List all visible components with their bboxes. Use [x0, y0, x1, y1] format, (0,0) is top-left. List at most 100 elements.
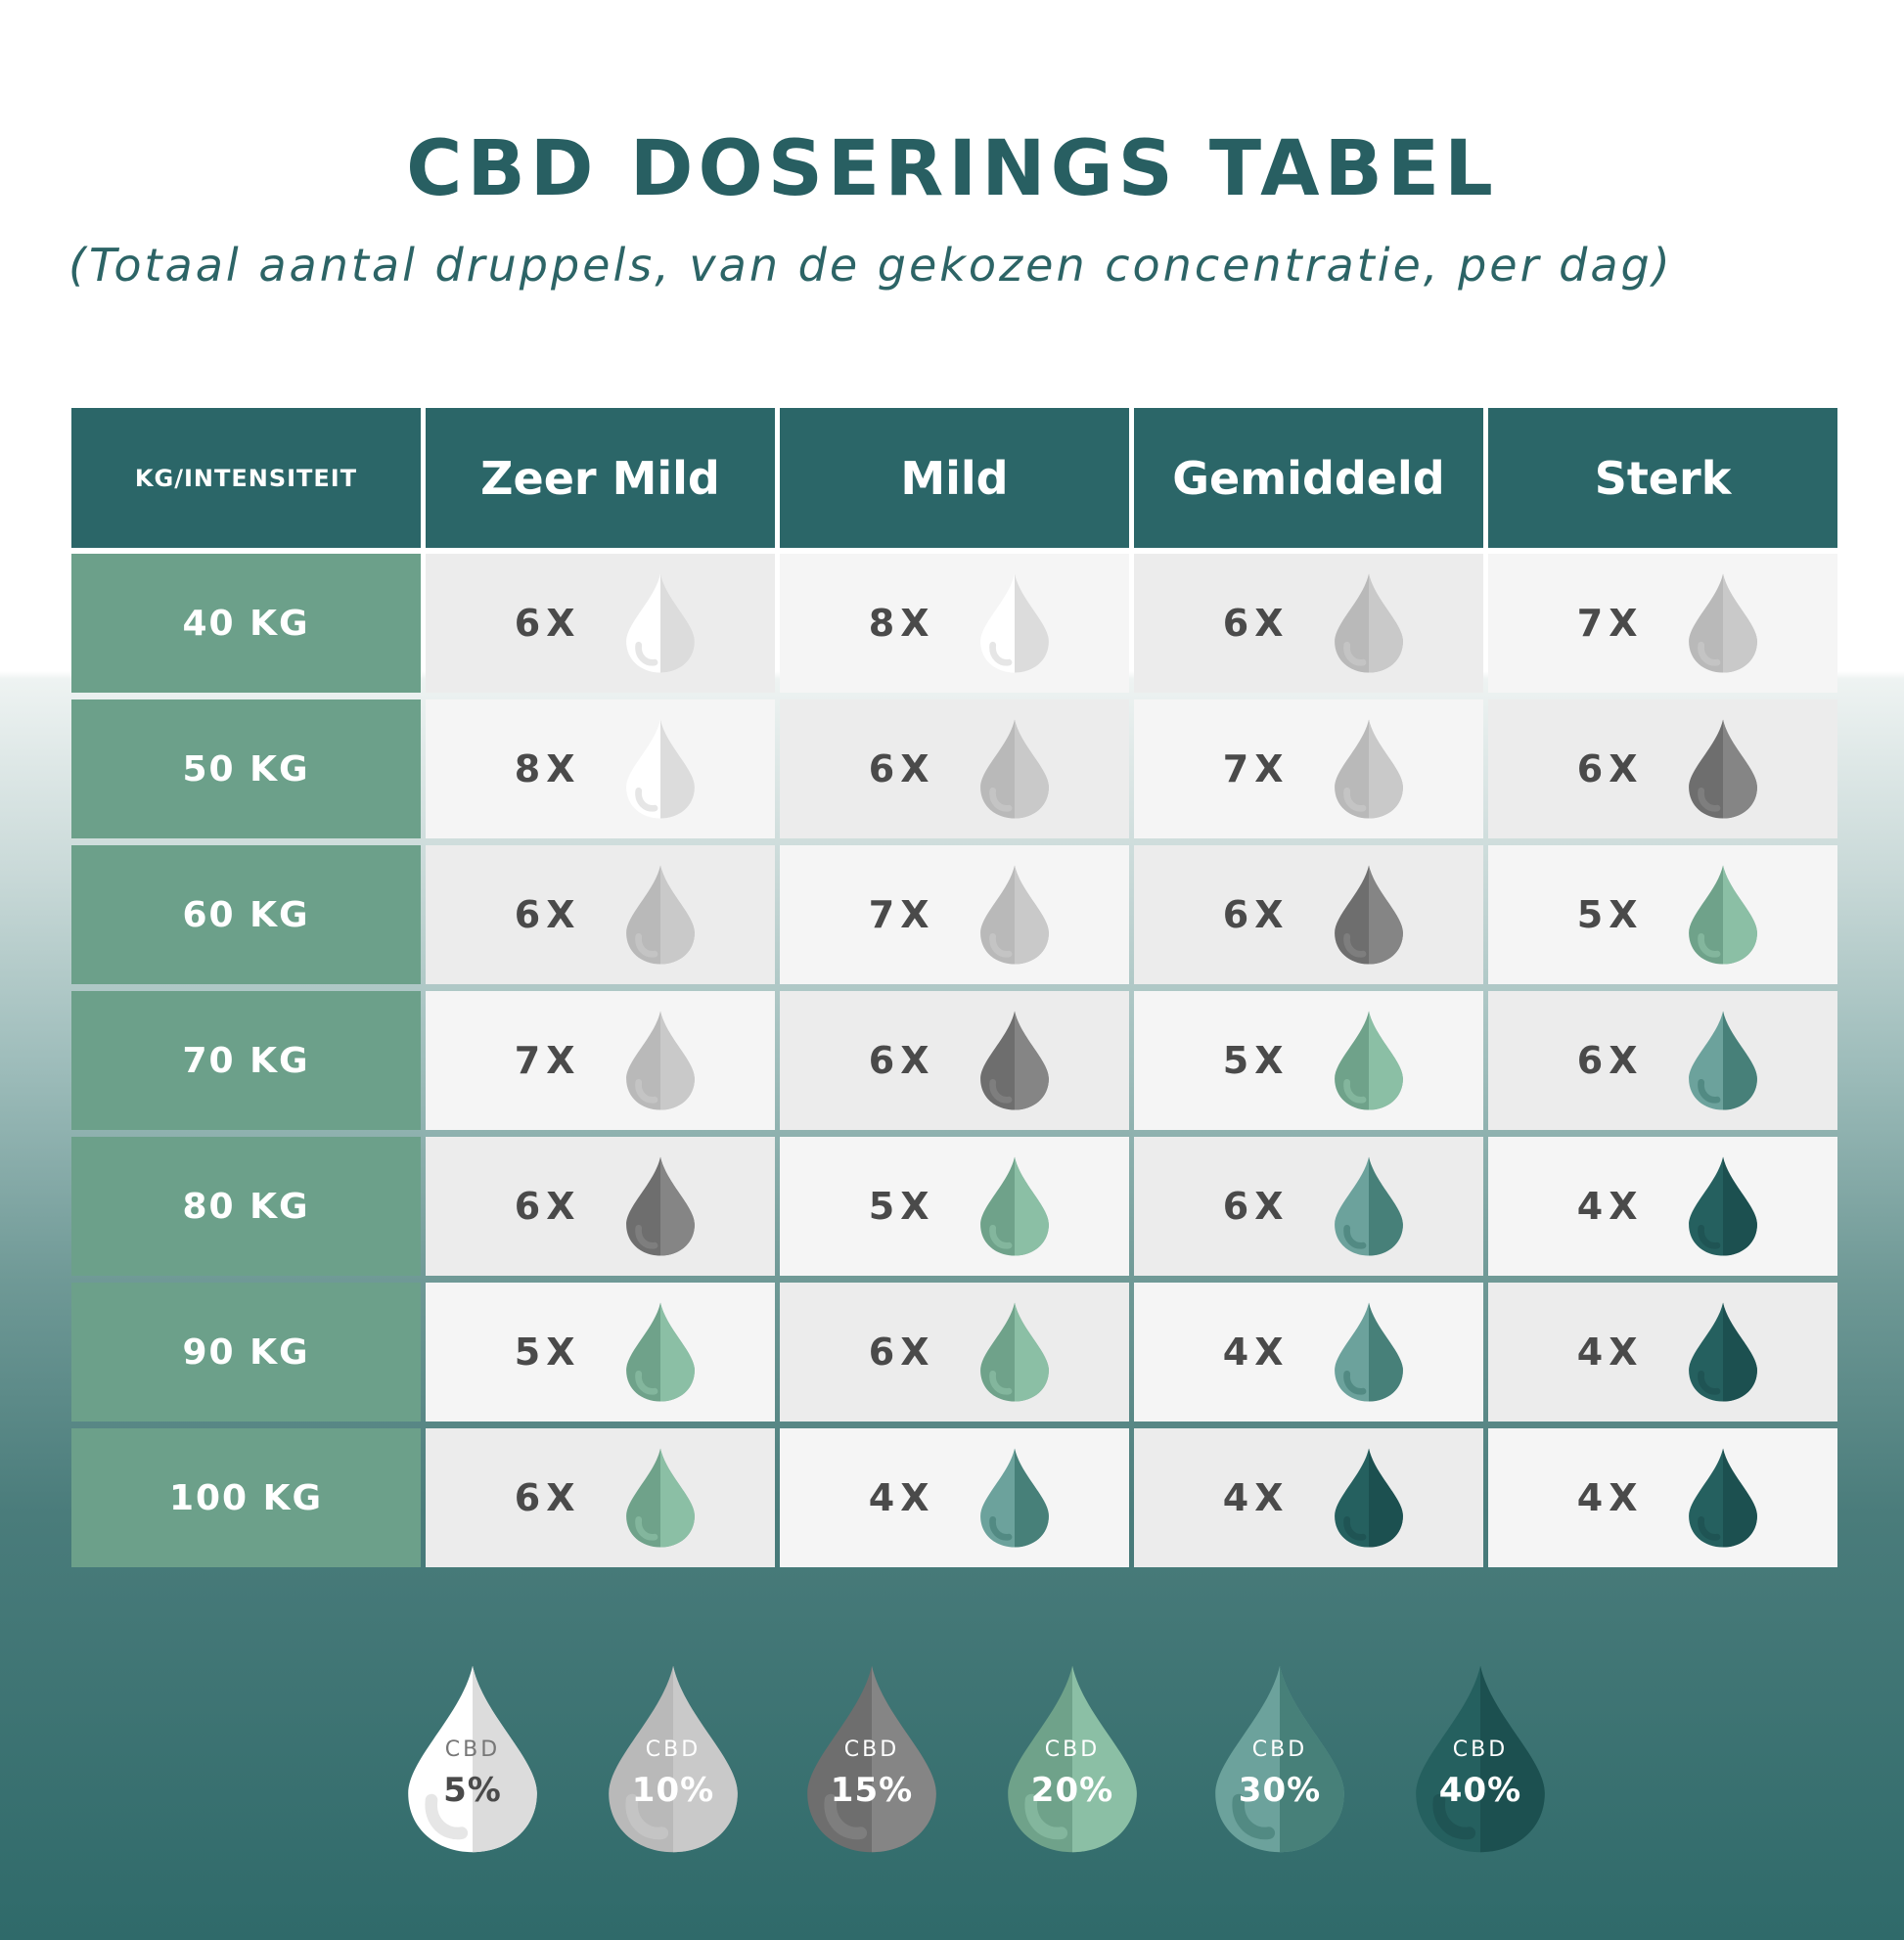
dose-cell: 4X: [1488, 1428, 1837, 1567]
legend-drop-40pct: CBD 40%: [1409, 1663, 1552, 1855]
dose-cell: 4X: [1134, 1428, 1483, 1567]
row-label: 90 KG: [71, 1283, 421, 1421]
dose-cell: 7X: [426, 991, 775, 1130]
dose-value: 4X: [1222, 1331, 1290, 1374]
column-header-sterk: Sterk: [1488, 408, 1837, 548]
legend-cbd-label: CBD: [1251, 1737, 1308, 1762]
dose-cell: 6X: [780, 1283, 1129, 1421]
column-header-zeer-mild: Zeer Mild: [426, 408, 775, 548]
drop-icon: [1334, 1156, 1403, 1256]
drop-icon: [1688, 1448, 1757, 1548]
dose-cell: 5X: [1134, 991, 1483, 1130]
legend-cbd-label: CBD: [1044, 1737, 1101, 1762]
drop-icon: [625, 1011, 695, 1110]
dose-value: 6X: [514, 602, 581, 645]
dose-cell: 6X: [426, 1428, 775, 1567]
drop-icon: [625, 573, 695, 673]
dose-cell: 6X: [780, 699, 1129, 838]
dose-cell: 6X: [1134, 1137, 1483, 1276]
dose-cell: 6X: [426, 845, 775, 984]
dose-cell: 4X: [1134, 1283, 1483, 1421]
drop-icon: [1008, 1665, 1137, 1853]
drop-icon: [625, 1302, 695, 1402]
column-header-gemiddeld: Gemiddeld: [1134, 408, 1483, 548]
dosage-table: KG/INTENSITEIT Zeer Mild Mild Gemiddeld …: [71, 408, 1837, 1567]
drop-icon: [625, 719, 695, 819]
dose-cell: 8X: [780, 554, 1129, 693]
dose-value: 6X: [1222, 602, 1290, 645]
dose-value: 4X: [868, 1476, 935, 1519]
dose-value: 8X: [514, 747, 581, 790]
drop-icon: [625, 1156, 695, 1256]
dose-value: 5X: [1222, 1039, 1290, 1082]
legend-cbd-label: CBD: [444, 1737, 501, 1762]
row-label: 70 KG: [71, 991, 421, 1130]
drop-icon: [979, 1302, 1049, 1402]
drop-icon: [807, 1665, 936, 1853]
dose-value: 6X: [514, 1476, 581, 1519]
drop-icon: [1688, 719, 1757, 819]
dose-cell: 6X: [1134, 554, 1483, 693]
legend-cbd-label: CBD: [645, 1737, 702, 1762]
corner-header: KG/INTENSITEIT: [71, 408, 421, 548]
drop-icon: [979, 719, 1049, 819]
row-label: 80 KG: [71, 1137, 421, 1276]
drop-icon: [1688, 573, 1757, 673]
dose-value: 4X: [1576, 1476, 1644, 1519]
dose-cell: 7X: [1134, 699, 1483, 838]
row-label: 60 KG: [71, 845, 421, 984]
drop-icon: [625, 1448, 695, 1548]
dose-value: 6X: [514, 893, 581, 936]
page-title: CBD DOSERINGS TABEL: [406, 125, 1498, 213]
dose-value: 7X: [868, 893, 935, 936]
legend-drop-30pct: CBD 30%: [1208, 1663, 1351, 1855]
dose-value: 7X: [514, 1039, 581, 1082]
dose-value: 6X: [1222, 1185, 1290, 1228]
drop-icon: [1334, 1011, 1403, 1110]
concentration-legend: CBD 5% CBD 10% CBD 15% CBD 20% CBD 30% CBD 40%: [0, 1663, 1904, 1859]
dose-value: 5X: [1576, 893, 1644, 936]
drop-icon: [979, 573, 1049, 673]
dose-cell: 5X: [1488, 845, 1837, 984]
drop-icon: [625, 865, 695, 965]
row-label: 100 KG: [71, 1428, 421, 1567]
dose-value: 6X: [868, 1039, 935, 1082]
dose-value: 6X: [1222, 893, 1290, 936]
dose-value: 5X: [868, 1185, 935, 1228]
drop-icon: [1334, 1448, 1403, 1548]
legend-percent: 40%: [1438, 1771, 1522, 1810]
drop-icon: [1334, 719, 1403, 819]
dose-cell: 4X: [780, 1428, 1129, 1567]
legend-cbd-label: CBD: [1452, 1737, 1509, 1762]
legend-percent: 5%: [443, 1771, 502, 1810]
dose-cell: 4X: [1488, 1283, 1837, 1421]
legend-percent: 30%: [1238, 1771, 1322, 1810]
dose-value: 6X: [868, 747, 935, 790]
dose-value: 4X: [1576, 1331, 1644, 1374]
legend-drop-15pct: CBD 15%: [800, 1663, 943, 1855]
drop-icon: [1688, 865, 1757, 965]
row-label: 40 KG: [71, 554, 421, 693]
dose-value: 7X: [1576, 602, 1644, 645]
page-subtitle: (Totaal aantal druppels, van de gekozen …: [68, 239, 1673, 292]
row-label: 50 KG: [71, 699, 421, 838]
dose-cell: 5X: [780, 1137, 1129, 1276]
dose-value: 8X: [868, 602, 935, 645]
legend-percent: 20%: [1030, 1771, 1114, 1810]
dose-cell: 8X: [426, 699, 775, 838]
legend-percent: 10%: [631, 1771, 715, 1810]
drop-icon: [1334, 865, 1403, 965]
legend-drop-10pct: CBD 10%: [602, 1663, 745, 1855]
dose-value: 5X: [514, 1331, 581, 1374]
column-header-mild: Mild: [780, 408, 1129, 548]
dose-cell: 6X: [1134, 845, 1483, 984]
dose-cell: 4X: [1488, 1137, 1837, 1276]
legend-drop-5pct: CBD 5%: [401, 1663, 544, 1855]
legend-cbd-label: CBD: [843, 1737, 900, 1762]
drop-icon: [979, 1156, 1049, 1256]
dose-value: 4X: [1222, 1476, 1290, 1519]
dose-cell: 6X: [426, 1137, 775, 1276]
dose-cell: 6X: [1488, 699, 1837, 838]
drop-icon: [1688, 1156, 1757, 1256]
dose-value: 7X: [1222, 747, 1290, 790]
